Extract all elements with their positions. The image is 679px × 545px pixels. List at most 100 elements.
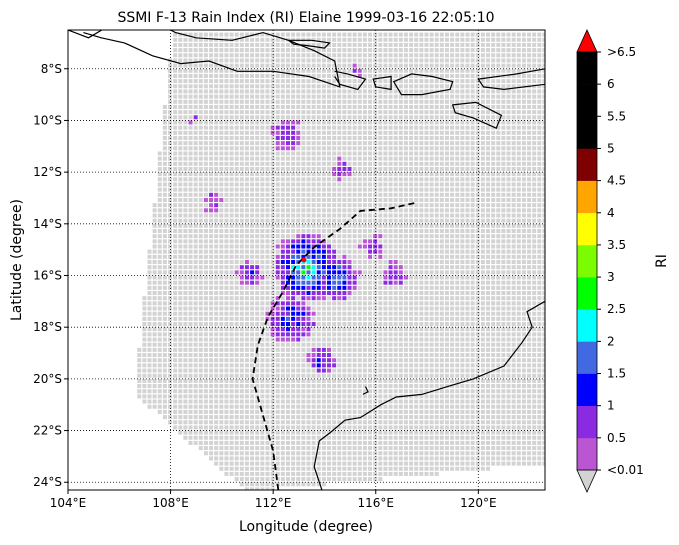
rain-pixel — [516, 135, 521, 140]
rain-pixel — [229, 125, 234, 130]
rain-pixel — [244, 213, 249, 218]
rain-pixel — [521, 234, 526, 239]
rain-pixel — [362, 115, 367, 120]
rain-pixel — [455, 141, 460, 146]
rain-pixel — [409, 254, 414, 259]
rain-pixel — [475, 311, 480, 316]
rain-pixel — [542, 63, 545, 68]
rain-pixel — [409, 275, 414, 280]
rain-pixel — [342, 254, 347, 259]
rain-pixel — [203, 275, 208, 280]
rain-pixel — [362, 172, 367, 177]
rain-pixel — [532, 280, 537, 285]
rain-pixel — [357, 358, 362, 363]
rain-pixel — [301, 301, 306, 306]
rain-pixel — [183, 223, 188, 228]
rain-pixel — [362, 166, 367, 171]
rain-pixel — [255, 151, 260, 156]
rain-pixel — [291, 151, 296, 156]
rain-pixel — [414, 244, 419, 249]
rain-pixel — [373, 337, 378, 342]
rain-pixel — [516, 265, 521, 270]
rain-pixel — [229, 203, 234, 208]
rain-pixel — [429, 84, 434, 89]
rain-pixel — [152, 254, 157, 259]
rain-pixel — [296, 115, 301, 120]
rain-pixel — [398, 48, 403, 53]
rain-pixel — [465, 337, 470, 342]
rain-pixel — [280, 120, 285, 125]
rain-pixel — [424, 135, 429, 140]
rain-pixel — [434, 337, 439, 342]
rain-pixel — [352, 156, 357, 161]
rain-pixel — [198, 115, 203, 120]
rain-pixel — [162, 249, 167, 254]
rain-pixel — [347, 358, 352, 363]
rain-pixel — [311, 42, 316, 47]
rain-pixel — [537, 244, 542, 249]
rain-pixel — [183, 316, 188, 321]
rain-pixel — [321, 249, 326, 254]
rain-pixel — [198, 135, 203, 140]
rain-pixel — [178, 291, 183, 296]
rain-pixel — [516, 249, 521, 254]
rain-pixel — [383, 68, 388, 73]
rain-pixel — [183, 135, 188, 140]
rain-pixel — [157, 182, 162, 187]
rain-pixel — [342, 301, 347, 306]
rain-pixel — [424, 48, 429, 53]
rain-pixel — [388, 203, 393, 208]
rain-pixel — [491, 249, 496, 254]
rain-pixel — [409, 347, 414, 352]
rain-pixel — [234, 342, 239, 347]
rain-pixel — [439, 141, 444, 146]
rain-pixel — [311, 342, 316, 347]
rain-pixel — [219, 115, 224, 120]
rain-pixel — [188, 120, 193, 125]
rain-pixel — [491, 146, 496, 151]
rain-pixel — [332, 63, 337, 68]
rain-pixel — [270, 285, 275, 290]
rain-pixel — [301, 363, 306, 368]
rain-pixel — [470, 301, 475, 306]
rain-pixel — [455, 177, 460, 182]
rain-pixel — [383, 296, 388, 301]
rain-pixel — [162, 347, 167, 352]
rain-pixel — [424, 306, 429, 311]
rain-pixel — [542, 218, 545, 223]
rain-pixel — [250, 280, 255, 285]
rain-pixel — [362, 192, 367, 197]
rain-pixel — [373, 244, 378, 249]
rain-pixel — [137, 347, 142, 352]
rain-pixel — [521, 311, 526, 316]
rain-pixel — [470, 146, 475, 151]
rain-pixel — [511, 280, 516, 285]
rain-pixel — [506, 275, 511, 280]
rain-pixel — [347, 270, 352, 275]
rain-pixel — [496, 68, 501, 73]
rain-pixel — [532, 249, 537, 254]
rain-pixel — [142, 322, 147, 327]
rain-pixel — [316, 223, 321, 228]
rain-pixel — [414, 182, 419, 187]
rain-pixel — [270, 197, 275, 203]
rain-pixel — [475, 353, 480, 358]
rain-pixel — [306, 166, 311, 171]
rain-pixel — [162, 306, 167, 311]
rain-pixel — [419, 166, 424, 171]
rain-pixel — [265, 135, 270, 140]
rain-pixel — [188, 291, 193, 296]
rain-pixel — [306, 172, 311, 177]
rain-pixel — [183, 68, 188, 73]
rain-pixel — [296, 172, 301, 177]
rain-pixel — [321, 218, 326, 223]
rain-pixel — [193, 130, 198, 135]
rain-pixel — [306, 208, 311, 213]
rain-pixel — [291, 63, 296, 68]
rain-pixel — [321, 332, 326, 337]
rain-pixel — [393, 32, 398, 37]
rain-pixel — [486, 177, 491, 182]
rain-pixel — [542, 337, 545, 342]
rain-pixel — [434, 146, 439, 151]
rain-pixel — [244, 32, 249, 37]
